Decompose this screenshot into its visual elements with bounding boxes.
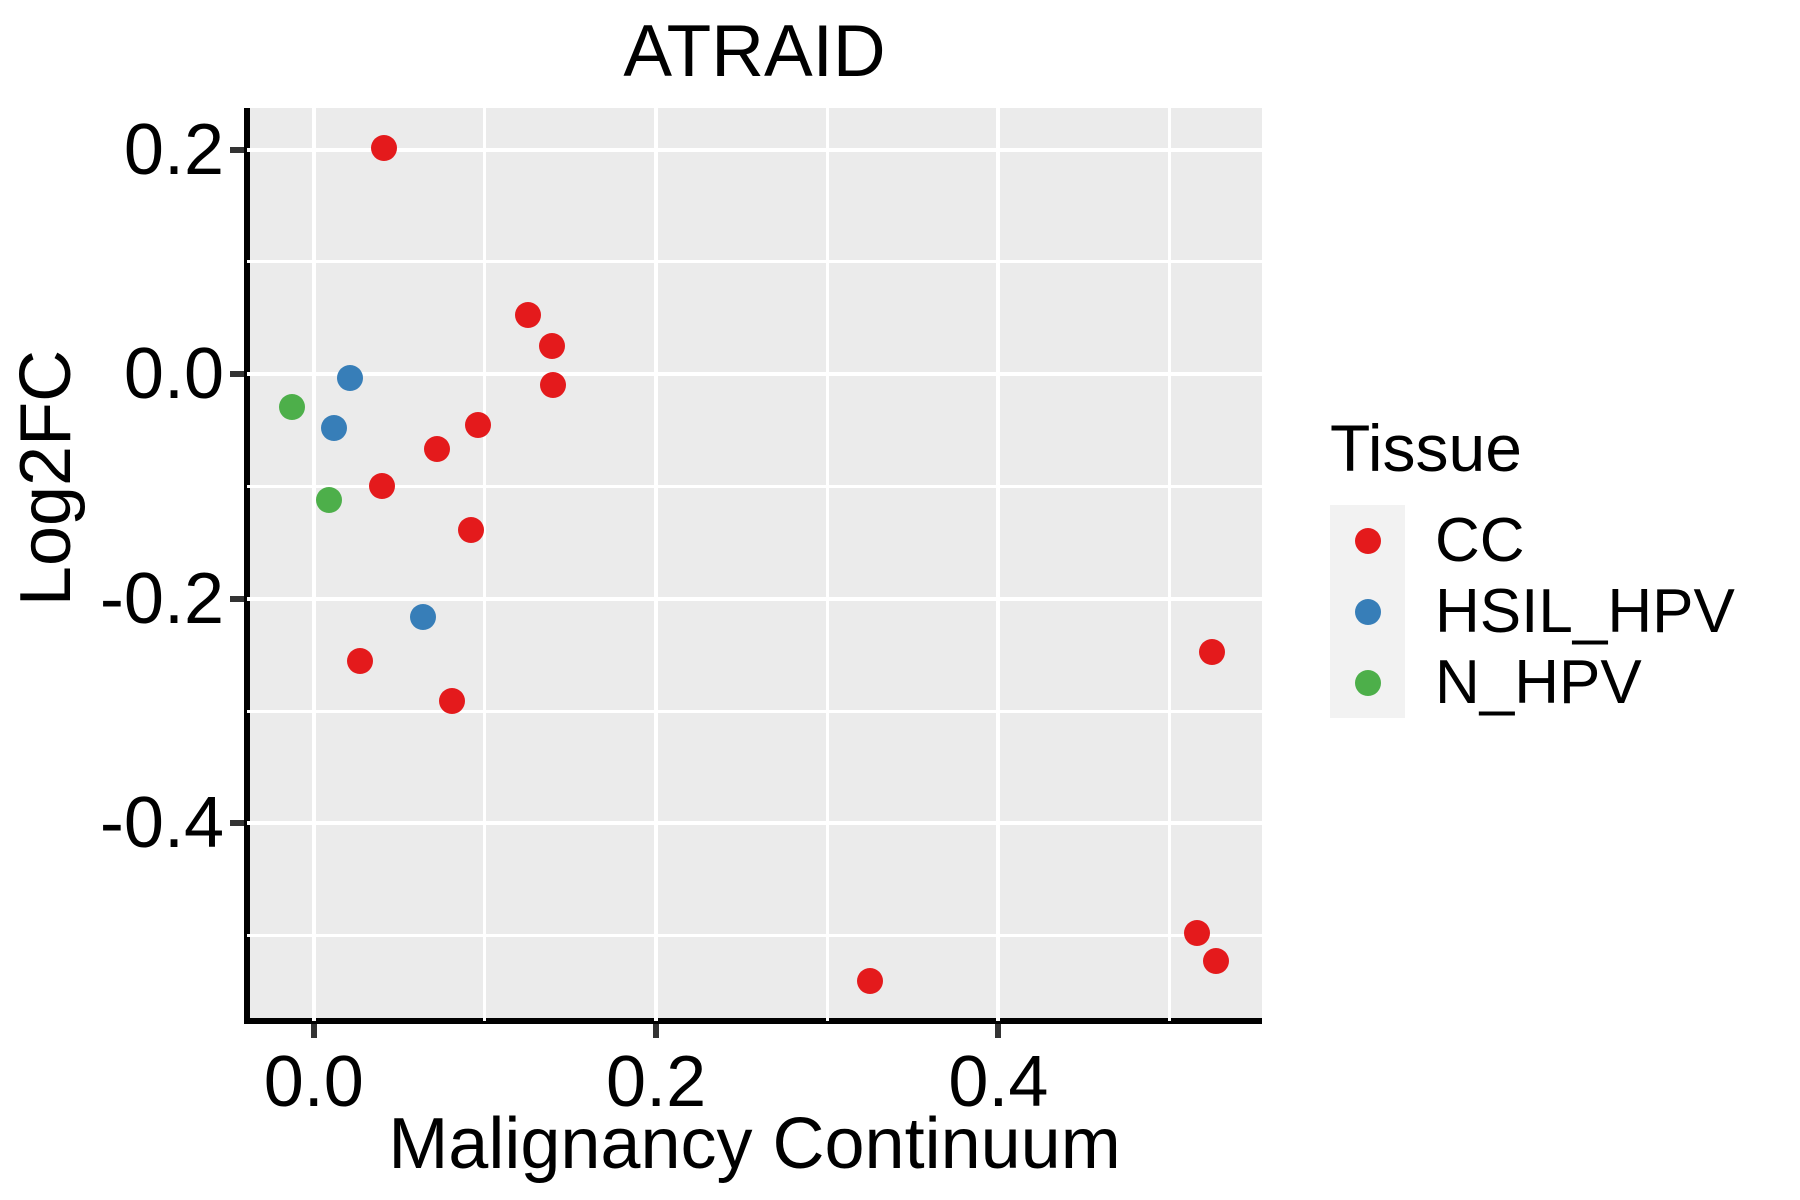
- gridline-y-minor: [247, 260, 1262, 264]
- y-tick-mark: [230, 595, 244, 602]
- point-HSIL_HPV: [410, 603, 437, 630]
- gridline-y-minor: [247, 934, 1262, 938]
- y-tick-label: -0.2: [99, 558, 224, 639]
- point-CC: [439, 687, 466, 714]
- x-tick-mark: [995, 1024, 1002, 1038]
- point-CC: [370, 135, 397, 162]
- x-tick-mark: [310, 1024, 317, 1038]
- gridline-y-major: [247, 821, 1262, 826]
- x-axis-line: [244, 1018, 1262, 1024]
- gridline-x-minor: [1168, 108, 1172, 1021]
- legend-label-N_HPV: N_HPV: [1435, 648, 1642, 717]
- point-HSIL_HPV: [321, 415, 348, 442]
- point-CC: [1202, 948, 1229, 975]
- gridline-y-major: [247, 147, 1262, 152]
- point-CC: [465, 411, 492, 438]
- gridline-x-major: [996, 108, 1001, 1021]
- point-CC: [857, 967, 884, 994]
- point-CC: [538, 333, 565, 360]
- y-axis-line: [244, 108, 250, 1024]
- point-CC: [1183, 920, 1210, 947]
- point-CC: [514, 301, 541, 328]
- gridline-y-minor: [247, 709, 1262, 713]
- point-CC: [458, 517, 485, 544]
- gridline-y-major: [247, 372, 1262, 377]
- gridline-x-major: [311, 108, 316, 1021]
- legend-label-CC: CC: [1435, 506, 1525, 575]
- y-tick-mark: [230, 371, 244, 378]
- legend-dot-CC: [1354, 527, 1381, 554]
- point-CC: [423, 436, 450, 463]
- y-tick-label: -0.4: [99, 783, 224, 864]
- plot-panel: [247, 108, 1262, 1021]
- y-tick-mark: [230, 820, 244, 827]
- gridline-x-minor: [483, 108, 487, 1021]
- point-CC: [346, 647, 373, 674]
- legend-title: Tissue: [1330, 411, 1522, 485]
- x-tick-label: 0.0: [263, 1042, 364, 1122]
- legend-label-HSIL_HPV: HSIL_HPV: [1435, 577, 1735, 646]
- x-tick-mark: [653, 1024, 660, 1038]
- point-CC: [369, 473, 396, 500]
- point-HSIL_HPV: [336, 364, 363, 391]
- gridline-x-minor: [825, 108, 829, 1021]
- legend-dot-HSIL_HPV: [1354, 598, 1381, 625]
- gridline-y-minor: [247, 484, 1262, 488]
- point-CC: [540, 372, 567, 399]
- chart-title: ATRAID: [623, 11, 886, 92]
- x-tick-label: 0.4: [948, 1042, 1049, 1122]
- legend-dot-N_HPV: [1354, 669, 1381, 696]
- y-tick-label: 0.2: [123, 109, 224, 190]
- y-tick-label: 0.0: [123, 334, 224, 415]
- y-tick-mark: [230, 146, 244, 153]
- x-axis-title: Malignancy Continuum: [388, 1104, 1121, 1184]
- gridline-x-major: [654, 108, 659, 1021]
- point-N_HPV: [316, 486, 343, 513]
- point-CC: [1199, 638, 1226, 665]
- gridline-y-major: [247, 596, 1262, 601]
- point-N_HPV: [278, 393, 305, 420]
- x-tick-label: 0.2: [606, 1042, 707, 1122]
